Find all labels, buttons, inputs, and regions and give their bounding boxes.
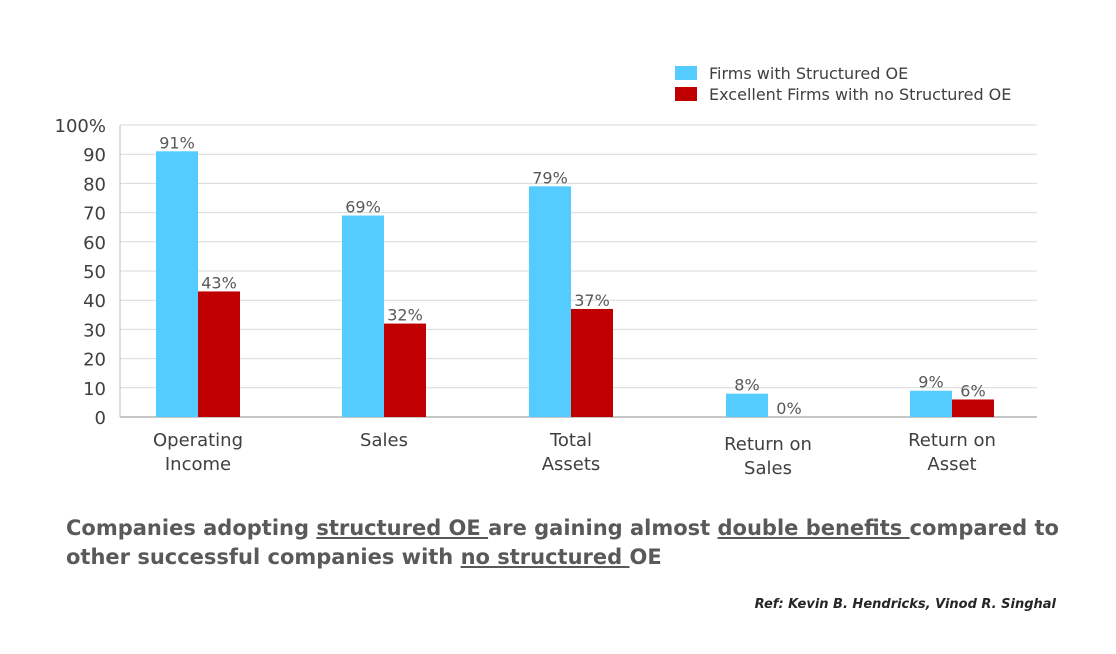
legend: Firms with Structured OE Excellent Firms … (675, 64, 1011, 104)
y-tick-label: 30 (83, 320, 106, 341)
category-label: Operating Income (153, 430, 243, 475)
legend-label: Excellent Firms with no Structured OE (709, 85, 1011, 104)
caption-underline-3: no structured (460, 545, 630, 569)
category-label-line: Total (549, 430, 592, 451)
category-label-line: Assets (542, 454, 601, 475)
category-labels: Operating Income Sales Total Assets Return on… (153, 430, 996, 479)
category-label-line: Return on (908, 430, 996, 451)
legend-label: Firms with Structured OE (709, 64, 908, 83)
gridlines (120, 124, 1037, 389)
y-tick-label: 90 (83, 145, 106, 166)
category-label-line: Asset (927, 454, 976, 475)
legend-swatch (675, 66, 697, 80)
bar-chart: 0 10 20 30 40 50 60 70 80 90 100% 91% 43% 69% 32% 79% 3… (55, 64, 1037, 479)
data-labels: 91% 43% 69% 32% 79% 37% 8% 0% 9% 6% (159, 133, 985, 418)
caption-part-3: compared to other successful companies w… (66, 516, 1059, 569)
y-tick-label: 60 (83, 233, 106, 254)
legend-swatch (675, 87, 697, 101)
data-label: 37% (574, 291, 610, 310)
data-label: 8% (734, 376, 759, 395)
bar-no-structured (198, 291, 240, 417)
data-label: 91% (159, 133, 195, 152)
bar-structured (156, 151, 198, 417)
y-tick-label: 50 (83, 262, 106, 283)
data-label: 69% (345, 198, 381, 217)
caption-underline-1: structured OE (316, 516, 489, 540)
caption-part-1: Companies adopting (66, 516, 317, 540)
category-label-line: Income (165, 454, 231, 475)
bar-structured (910, 390, 952, 417)
bar-structured (529, 186, 571, 417)
category-label-line: Sales (744, 458, 792, 479)
data-label: 9% (918, 373, 943, 392)
y-tick-label: 70 (83, 204, 106, 225)
data-label: 32% (387, 306, 423, 325)
y-tick-label: 40 (83, 291, 106, 312)
y-tick-label: 20 (83, 350, 106, 371)
bar-no-structured (384, 323, 426, 417)
y-tick-label: 80 (83, 174, 106, 195)
caption: Companies adopting structured OE are gai… (66, 514, 1076, 572)
bar-no-structured (952, 399, 994, 417)
category-label: Sales (360, 430, 408, 451)
category-label: Return on Sales (724, 434, 812, 479)
y-tick-label: 100% (55, 116, 106, 137)
data-label: 6% (960, 381, 985, 400)
y-tick-label: 0 (95, 408, 106, 429)
data-label: 43% (201, 273, 237, 292)
data-label: 79% (532, 168, 568, 187)
category-label-line: Return on (724, 434, 812, 455)
y-axis-ticks: 0 10 20 30 40 50 60 70 80 90 100% (55, 116, 106, 429)
bars (156, 151, 994, 417)
caption-underline-2: double benefits (717, 516, 910, 540)
bar-no-structured (571, 308, 613, 417)
category-label-line: Operating (153, 430, 243, 451)
bar-structured (342, 215, 384, 417)
reference: Ref: Kevin B. Hendricks, Vinod R. Singha… (754, 597, 1056, 612)
bar-structured (726, 393, 768, 417)
y-tick-label: 10 (83, 379, 106, 400)
data-label: 0% (776, 399, 801, 418)
category-label: Return on Asset (908, 430, 996, 475)
caption-part-2: are gaining almost (488, 516, 718, 540)
caption-part-4: OE (629, 545, 662, 569)
category-label-line: Sales (360, 430, 408, 451)
category-label: Total Assets (542, 430, 601, 475)
